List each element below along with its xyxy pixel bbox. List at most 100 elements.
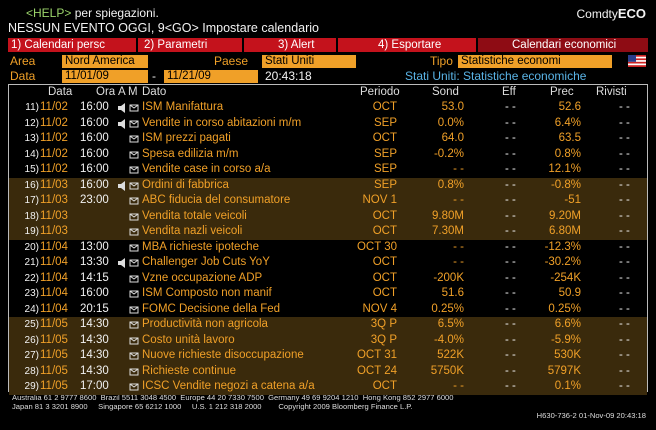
event-date: 11/03 (40, 178, 68, 191)
event-name: Costo unità lavoro (142, 333, 235, 346)
menu-tab[interactable]: Calendari economici (478, 38, 648, 52)
brand-name: Comdty (576, 7, 618, 21)
event-period: OCT (372, 101, 397, 113)
event-name: ISM Manifattura (142, 101, 224, 113)
date-from-field[interactable]: 11/01/09 (62, 70, 148, 83)
type-field[interactable]: Statistiche economi (458, 55, 612, 68)
column-header: Rivisti (596, 86, 627, 98)
event-row[interactable]: 21) 11/04 13:30 Challenger Job Cuts YoY OCT -… (9, 255, 647, 271)
revised-value: - - (619, 178, 630, 191)
revised-value: - - (619, 225, 630, 237)
prior-value: 52.6 (558, 101, 581, 113)
menu-tab[interactable]: 3) Alert (244, 38, 336, 52)
event-date: 11/05 (40, 333, 68, 346)
event-icons[interactable] (117, 257, 139, 269)
event-icons[interactable] (117, 226, 139, 238)
date-to-field[interactable]: 11/21/09 (164, 70, 258, 83)
help-key[interactable]: <HELP> (26, 6, 72, 20)
event-row[interactable]: 13) 11/02 16:00 ISM prezzi pagati OCT 64.0 - -… (9, 131, 647, 147)
country-field[interactable]: Stati Uniti (262, 55, 356, 68)
event-icons[interactable] (117, 319, 139, 331)
footer-contacts: Australia 61 2 9777 8600 Brazil 5511 304… (12, 393, 454, 402)
event-period: 3Q P (370, 333, 397, 346)
prior-value: 530K (554, 349, 581, 361)
column-header: Data (48, 86, 73, 98)
event-row[interactable]: 11) 11/02 16:00 ISM Manifattura OCT 53.0 - - 52… (9, 100, 647, 116)
event-name: MBA richieste ipoteche (142, 240, 259, 253)
row-number: 21) (24, 257, 39, 268)
revised-value: - - (619, 116, 630, 129)
event-row[interactable]: 19) 11/03 Vendita nazli veicoli OCT 7.30M - -… (9, 224, 647, 240)
prior-value: -5.9% (550, 333, 581, 346)
actual-value: - - (505, 380, 516, 392)
event-name: Nuove richieste disoccupazione (142, 349, 304, 361)
survey-value: 0.0% (437, 116, 464, 129)
prior-value: -30.2% (544, 256, 581, 268)
event-icons[interactable] (117, 381, 139, 393)
revised-value: - - (619, 240, 630, 253)
event-row[interactable]: 24) 11/04 20:15 FOMC Decisione della Fed NOV… (9, 301, 647, 317)
event-icons[interactable] (117, 149, 139, 161)
column-header: Sond (432, 86, 459, 98)
event-row[interactable]: 18) 11/03 Vendita totale veicoli OCT 9.80M - … (9, 208, 647, 224)
event-row[interactable]: 25) 11/05 14:30 Productività non agricola 3Q… (9, 317, 647, 333)
survey-value: 0.25% (431, 302, 464, 315)
survey-value: 51.6 (441, 287, 464, 299)
event-time: 20:15 (80, 302, 109, 315)
event-icons[interactable] (117, 133, 139, 145)
event-period: OCT (372, 287, 397, 299)
event-row[interactable]: 16) 11/03 16:00 Ordini di fabbrica SEP 0.8% - … (9, 177, 647, 193)
event-period: SEP (373, 178, 397, 191)
actual-value: - - (505, 225, 516, 237)
column-header: Prec (550, 86, 574, 98)
event-icons[interactable] (117, 164, 139, 176)
event-date: 11/03 (40, 225, 68, 237)
event-icons[interactable] (117, 180, 139, 192)
column-header: Eff (502, 86, 516, 98)
menu-tab[interactable]: 4) Esportare (338, 38, 476, 52)
event-icons[interactable] (117, 335, 139, 347)
event-icons[interactable] (117, 273, 139, 285)
event-icons[interactable] (117, 366, 139, 378)
event-name: Productività non agricola (142, 318, 268, 330)
event-name: ISM prezzi pagati (142, 132, 231, 144)
event-icons[interactable] (117, 242, 139, 254)
country-label: Paese (214, 54, 249, 68)
event-row[interactable]: 20) 11/04 13:00 MBA richieste ipoteche OCT 3… (9, 239, 647, 255)
event-row[interactable]: 26) 11/05 14:30 Costo unità lavoro 3Q P -4.0%… (9, 332, 647, 348)
event-time: 16:00 (80, 178, 109, 191)
event-row[interactable]: 15) 11/02 16:00 Vendite case in corso a/a SE… (9, 162, 647, 178)
event-row[interactable]: 29) 11/05 17:00 ICSC Vendite negozi a caten… (9, 379, 647, 395)
event-icons[interactable] (117, 288, 139, 300)
event-icons[interactable] (117, 118, 139, 130)
revised-value: - - (619, 287, 630, 299)
event-time: 17:00 (80, 380, 109, 392)
revised-value: - - (619, 364, 630, 377)
event-row[interactable]: 23) 11/04 16:00 ISM Composto non manif OCT 51… (9, 286, 647, 302)
actual-value: - - (505, 349, 516, 361)
event-icons[interactable] (117, 102, 139, 114)
event-name: FOMC Decisione della Fed (142, 302, 281, 315)
event-icons[interactable] (117, 195, 139, 207)
area-field[interactable]: Nord America (62, 55, 148, 68)
event-period: OCT 24 (356, 364, 397, 377)
actual-value: - - (505, 209, 516, 222)
event-row[interactable]: 22) 11/04 14:15 Vzne occupazione ADP OCT -200… (9, 270, 647, 286)
event-row[interactable]: 14) 11/02 16:00 Spesa edilizia m/m SEP -0.2% -… (9, 146, 647, 162)
actual-value: - - (505, 147, 516, 160)
event-date: 11/05 (40, 380, 68, 392)
event-row[interactable]: 27) 11/05 14:30 Nuove richieste disoccupazi… (9, 348, 647, 364)
event-icons[interactable] (117, 304, 139, 316)
event-date: 11/03 (40, 194, 68, 206)
event-row[interactable]: 12) 11/02 16:00 Vendite in corso abitazioni… (9, 115, 647, 131)
actual-value: - - (505, 194, 516, 206)
prior-value: 0.1% (554, 380, 581, 392)
event-icons[interactable] (117, 211, 139, 223)
event-row[interactable]: 17) 11/03 23:00 ABC fiducia del consumatore… (9, 193, 647, 209)
revised-value: - - (619, 209, 630, 222)
event-row[interactable]: 28) 11/05 14:30 Richieste continue OCT 24 575… (9, 363, 647, 379)
event-icons[interactable] (117, 350, 139, 362)
menu-tab[interactable]: 1) Calendari persc (8, 38, 136, 52)
survey-value: 9.80M (432, 209, 464, 222)
menu-tab[interactable]: 2) Parametri (138, 38, 242, 52)
